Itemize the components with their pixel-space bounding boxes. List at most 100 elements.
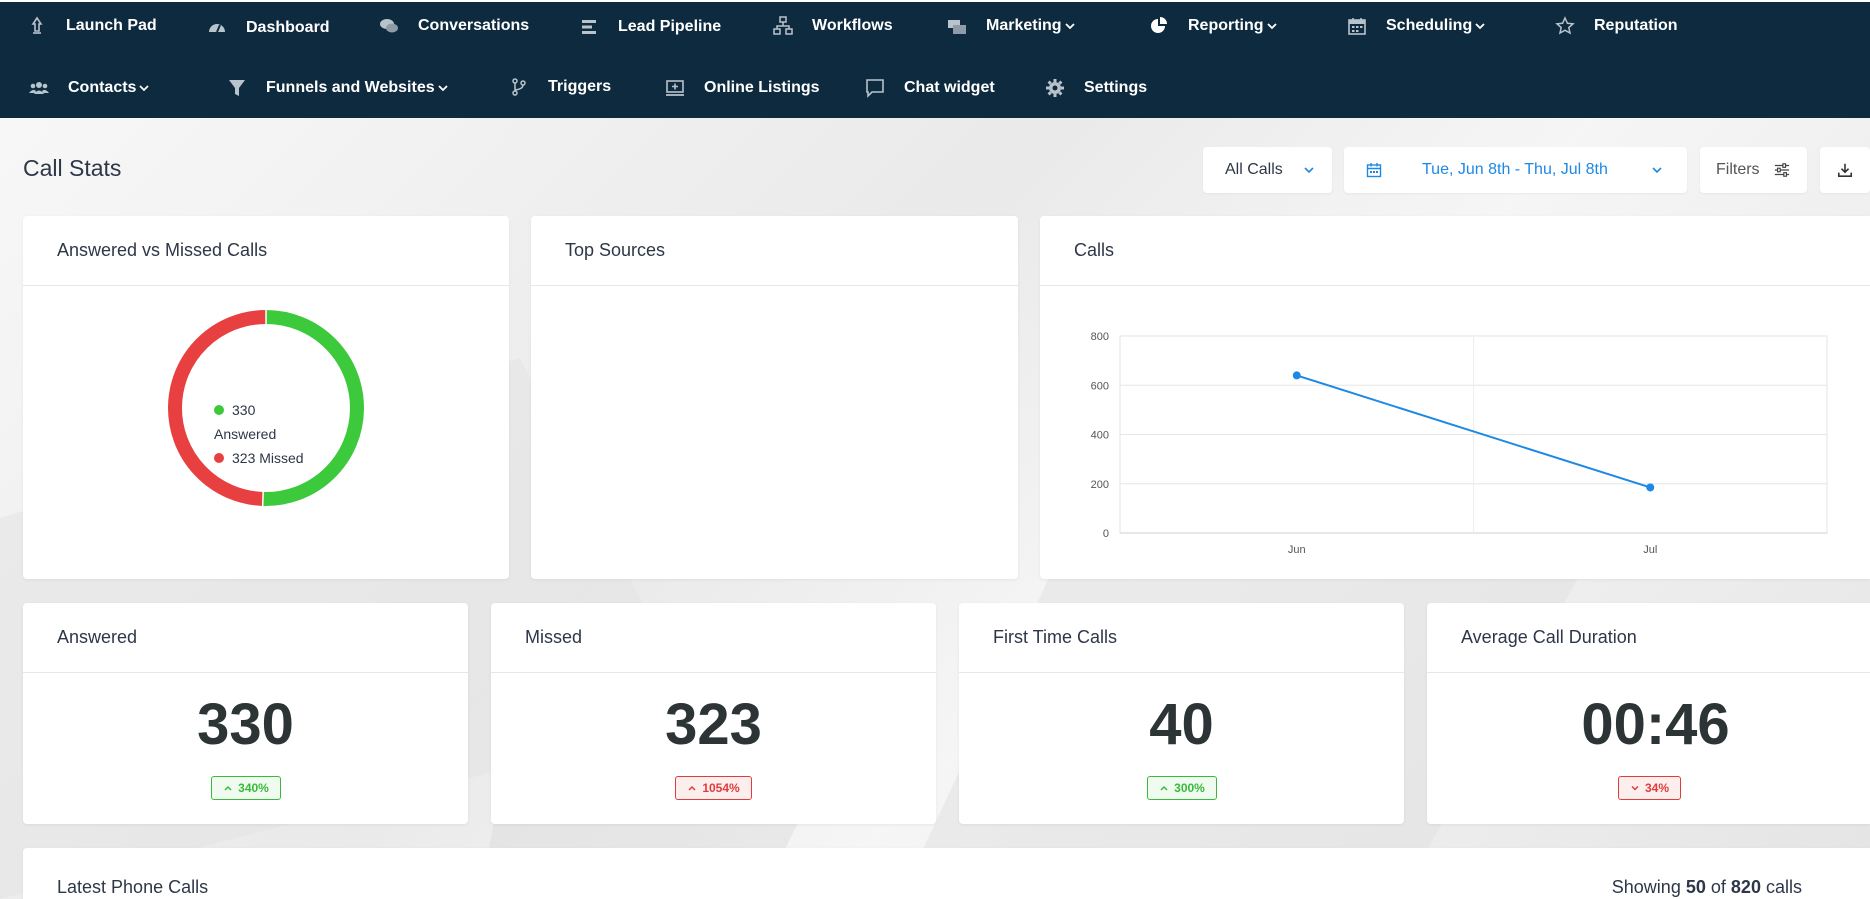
top-sources-card: Top Sources — [531, 216, 1018, 579]
top-navigation: Launch Pad Dashboard Conversations Lead … — [0, 0, 1870, 118]
date-range-picker[interactable]: Tue, Jun 8th - Thu, Jul 8th — [1344, 147, 1687, 193]
speedometer-icon — [206, 17, 228, 39]
nav-label: Scheduling — [1386, 17, 1473, 34]
filters-label: Filters — [1716, 161, 1760, 178]
answered-label: Answered — [214, 426, 277, 442]
stat-value: 00:46 — [1581, 692, 1730, 757]
nav-lead-pipeline[interactable]: Lead Pipeline — [578, 13, 721, 41]
sitemap-icon — [772, 15, 794, 37]
donut-chart — [168, 310, 364, 506]
filters-button[interactable]: Filters — [1700, 147, 1807, 193]
nav-label: Dashboard — [246, 19, 330, 36]
calendar-icon — [1346, 15, 1368, 37]
chevron-down-icon — [138, 82, 150, 94]
x-tick-label: Jun — [1288, 544, 1306, 556]
donut-slice-answered[interactable] — [262, 310, 364, 506]
nav-online-listings[interactable]: Online Listings — [664, 74, 820, 102]
stat-change: 340% — [238, 781, 269, 795]
mail-bulk-icon — [946, 15, 968, 37]
showing-of: of — [1710, 877, 1726, 897]
nav-label: Chat widget — [904, 79, 995, 96]
showing-prefix: Showing — [1611, 877, 1681, 897]
nav-chat-widget[interactable]: Chat widget — [864, 74, 995, 102]
nav-workflows[interactable]: Workflows — [772, 12, 893, 40]
legend-answered-label: Answered — [214, 426, 276, 442]
chevron-down-icon — [1474, 20, 1486, 32]
stat-value: 323 — [665, 692, 762, 757]
stat-card-missed: Missed 323 1054% — [491, 603, 936, 824]
series-line — [1296, 374, 1651, 489]
legend-answered: 330 — [214, 402, 255, 418]
chevron-up-icon — [224, 785, 232, 791]
stat-card-average-call-duration: Average Call Duration 00:46 34% — [1427, 603, 1870, 824]
nav-label: Workflows — [812, 17, 893, 34]
chevron-down-icon — [1631, 785, 1639, 791]
nav-label: Launch Pad — [66, 17, 157, 34]
chevron-up-icon — [1160, 785, 1168, 791]
nav-dashboard[interactable]: Dashboard — [206, 14, 330, 42]
nav-funnels-and-websites[interactable]: Funnels and Websites — [226, 74, 449, 102]
download-button[interactable] — [1820, 147, 1870, 193]
card-title: Calls — [1040, 216, 1870, 286]
card-title: Answered vs Missed Calls — [23, 216, 509, 286]
chevron-down-icon — [1301, 162, 1317, 178]
chevron-down-icon — [1266, 20, 1278, 32]
nav-reporting[interactable]: Reporting — [1148, 12, 1278, 40]
nav-label: Funnels and Websites — [266, 79, 435, 96]
stat-change-badge: 300% — [1147, 776, 1217, 800]
rocket-icon — [26, 15, 48, 37]
call-type-select[interactable]: All Calls — [1203, 147, 1332, 193]
stat-card-first-time-calls: First Time Calls 40 300% — [959, 603, 1404, 824]
chevron-down-icon — [437, 82, 449, 94]
chat-bubbles-icon — [378, 15, 400, 37]
calendar-icon — [1366, 162, 1382, 178]
nav-label: Reporting — [1188, 17, 1264, 34]
x-tick-label: Jul — [1643, 544, 1657, 556]
nav-settings[interactable]: Settings — [1044, 74, 1147, 102]
chevron-up-icon — [688, 785, 696, 791]
y-tick-label: 200 — [1091, 479, 1109, 491]
date-range-value: Tue, Jun 8th - Thu, Jul 8th — [1422, 161, 1608, 178]
latest-title: Latest Phone Calls — [57, 877, 209, 897]
stat-value: 40 — [1149, 692, 1214, 757]
star-icon — [1554, 15, 1576, 37]
call-type-value: All Calls — [1225, 161, 1283, 178]
stat-title: Answered — [23, 603, 468, 673]
nav-label: Settings — [1084, 79, 1148, 96]
y-tick-label: 0 — [1103, 528, 1109, 540]
nav-label: Marketing — [986, 17, 1062, 34]
nav-label: Contacts — [68, 79, 137, 96]
chevron-down-icon — [1649, 162, 1665, 178]
stat-title: First Time Calls — [959, 603, 1404, 673]
chat-icon — [864, 77, 886, 99]
stat-change: 1054% — [702, 781, 740, 795]
nav-marketing[interactable]: Marketing — [946, 12, 1076, 40]
nav-reputation[interactable]: Reputation — [1554, 12, 1678, 40]
nav-conversations[interactable]: Conversations — [378, 12, 529, 40]
nav-triggers[interactable]: Triggers — [508, 73, 611, 101]
answered-dot — [214, 405, 224, 415]
data-point[interactable] — [1646, 483, 1655, 492]
nav-label: Reputation — [1594, 17, 1678, 34]
missed-text: 323 Missed — [232, 450, 304, 466]
showing-suffix: calls — [1765, 877, 1802, 897]
legend-missed: 323 Missed — [214, 450, 304, 466]
data-point[interactable] — [1292, 371, 1301, 380]
stat-title: Average Call Duration — [1427, 603, 1870, 673]
donut-slice-missed[interactable] — [168, 310, 267, 506]
y-tick-label: 600 — [1091, 380, 1109, 392]
y-tick-label: 400 — [1091, 430, 1109, 442]
nav-contacts[interactable]: Contacts — [28, 74, 150, 102]
stat-value: 330 — [197, 692, 294, 757]
sliders-icon — [1774, 162, 1790, 178]
nav-label: Online Listings — [704, 79, 820, 96]
chevron-down-icon — [1064, 20, 1076, 32]
filter-icon — [226, 77, 248, 99]
page-title: Call Stats — [23, 155, 122, 181]
nav-label: Conversations — [418, 17, 530, 34]
showing-total: 820 — [1730, 877, 1761, 897]
nav-launch-pad[interactable]: Launch Pad — [26, 12, 157, 40]
nav-scheduling[interactable]: Scheduling — [1346, 12, 1486, 40]
stat-title: Missed — [491, 603, 936, 673]
calls-chart-card: Calls 0 200 400 600 800 Jun Jul — [1040, 216, 1870, 579]
